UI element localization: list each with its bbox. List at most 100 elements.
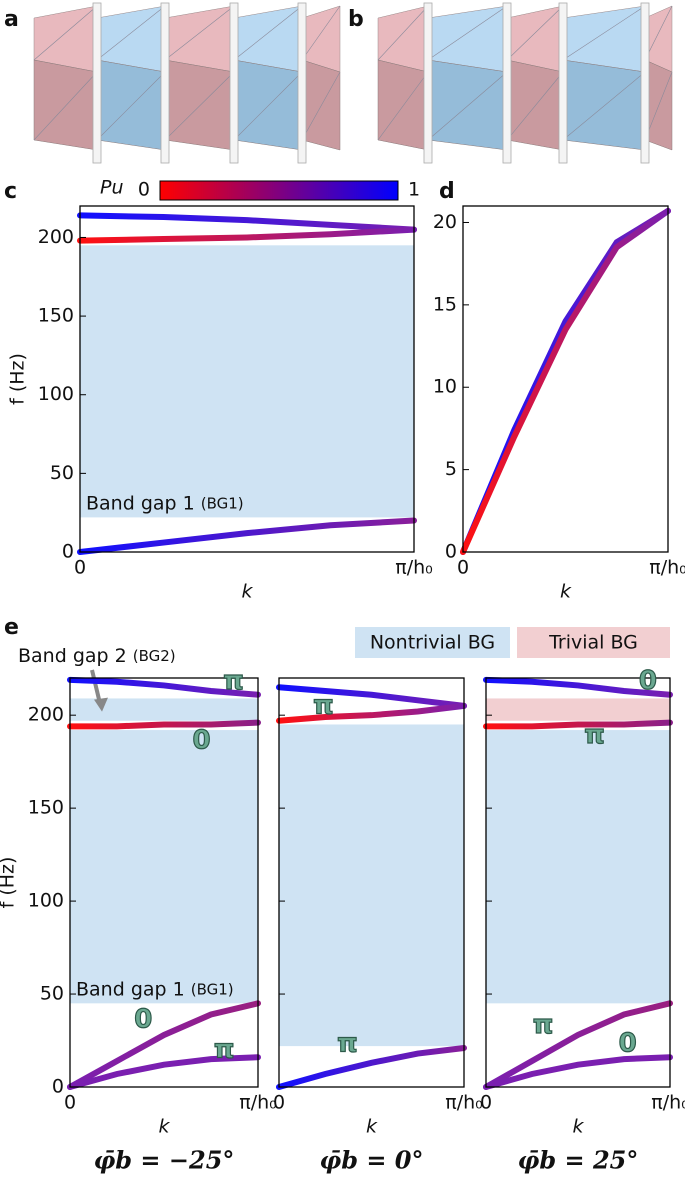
crease — [506, 71, 564, 141]
panel — [301, 59, 341, 151]
crease — [33, 5, 98, 61]
crease — [233, 5, 303, 61]
band-label: Band gap 1 (BG1) — [76, 978, 234, 1000]
mode-annotation: π — [223, 666, 244, 696]
y-tick-label: 20 — [433, 211, 457, 233]
crease — [377, 71, 429, 141]
panel-label: b — [348, 7, 364, 32]
x-tick-label: π/h₀ — [445, 1092, 483, 1114]
caption: φ̄b = −25° — [94, 1146, 235, 1175]
x-axis-label: k — [366, 1116, 378, 1138]
crease — [562, 5, 646, 61]
mode-annotation: π — [214, 1034, 235, 1064]
arrow — [90, 669, 102, 705]
legend-swatch — [355, 627, 510, 658]
y-tick-label: 150 — [28, 797, 64, 819]
y-tick-label: 100 — [28, 890, 64, 912]
panel — [233, 59, 303, 151]
legend-label: Trivial BG — [548, 632, 638, 654]
pole — [297, 2, 307, 164]
crease — [506, 5, 564, 61]
x-axis-label: k — [158, 1116, 170, 1138]
crease — [377, 5, 429, 61]
band-line — [276, 1044, 467, 1090]
crease — [644, 5, 673, 61]
panel — [33, 59, 98, 151]
y-tick-label: 200 — [28, 704, 64, 726]
y-tick-label: 15 — [433, 293, 457, 315]
x-tick-label: 0 — [273, 1092, 285, 1114]
x-tick-label: π/h₀ — [239, 1092, 277, 1114]
mode-annotation: π — [533, 1010, 554, 1040]
x-tick-label: 0 — [74, 557, 86, 579]
y-tick-label: 200 — [38, 226, 74, 248]
crease — [644, 71, 673, 141]
band-line — [483, 719, 673, 730]
pole — [502, 2, 512, 164]
crease — [33, 71, 98, 141]
panel — [164, 59, 235, 151]
band-line — [77, 517, 417, 555]
mode-annotation: 0 — [134, 1005, 152, 1035]
x-tick-label: π/h₀ — [651, 1092, 685, 1114]
plot-frame — [485, 677, 671, 1088]
y-tick-label: 100 — [38, 383, 74, 405]
origami-structures — [33, 2, 673, 164]
x-tick-label: 0 — [64, 1092, 76, 1114]
x-tick-label: 0 — [480, 1092, 492, 1114]
band-gap — [70, 730, 258, 1004]
x-axis-label: k — [560, 581, 572, 603]
band-line — [460, 207, 671, 555]
band-line — [67, 1054, 261, 1090]
panel — [562, 59, 646, 151]
x-tick-label: π/h₀ — [649, 557, 685, 579]
band-line — [483, 676, 673, 698]
y-tick-label: 5 — [445, 458, 457, 480]
y-tick-label: 10 — [433, 376, 457, 398]
mode-annotation: π — [313, 690, 334, 720]
pole — [558, 2, 568, 164]
panel-label: d — [439, 179, 455, 204]
panel-label: a — [4, 7, 19, 32]
band-gap — [486, 698, 670, 721]
x-axis-label: k — [572, 1116, 584, 1138]
crease — [562, 71, 646, 141]
crease — [164, 5, 235, 61]
band-line — [67, 676, 261, 698]
mode-annotation: π — [584, 720, 605, 750]
y-tick-label: 50 — [50, 462, 74, 484]
panel — [377, 59, 429, 151]
crease — [301, 71, 341, 141]
panel-label: c — [4, 179, 17, 204]
panel — [506, 59, 564, 151]
arrow-head — [94, 697, 108, 712]
panel — [427, 59, 508, 151]
plot-frame — [69, 677, 259, 1088]
band-line — [276, 684, 467, 709]
band-label: Band gap 1 (BG1) — [86, 492, 244, 514]
plot-frame — [462, 205, 669, 553]
band-line — [67, 1000, 261, 1090]
y-tick-label: 150 — [38, 305, 74, 327]
panel — [96, 59, 166, 151]
band-line — [483, 1000, 673, 1090]
band-line — [460, 207, 671, 555]
y-tick-label: 50 — [40, 983, 64, 1005]
mode-annotation: 0 — [193, 726, 211, 756]
mode-annotation: 0 — [639, 666, 657, 696]
band-gap — [279, 724, 464, 1047]
y-tick-label: 0 — [52, 1076, 64, 1098]
y-tick-label: 0 — [445, 541, 457, 563]
y-tick-label: 0 — [62, 541, 74, 563]
pole — [229, 2, 239, 164]
caption: φ̄b = 0° — [319, 1146, 423, 1175]
band-line — [77, 212, 417, 233]
panel-label: e — [4, 615, 19, 640]
band-line — [276, 702, 467, 724]
crease — [96, 71, 166, 141]
band-gap — [70, 698, 258, 721]
colorbar-tick-label: 1 — [408, 179, 420, 201]
colorbar-label: Pu — [100, 177, 124, 199]
band-line — [483, 1054, 673, 1090]
